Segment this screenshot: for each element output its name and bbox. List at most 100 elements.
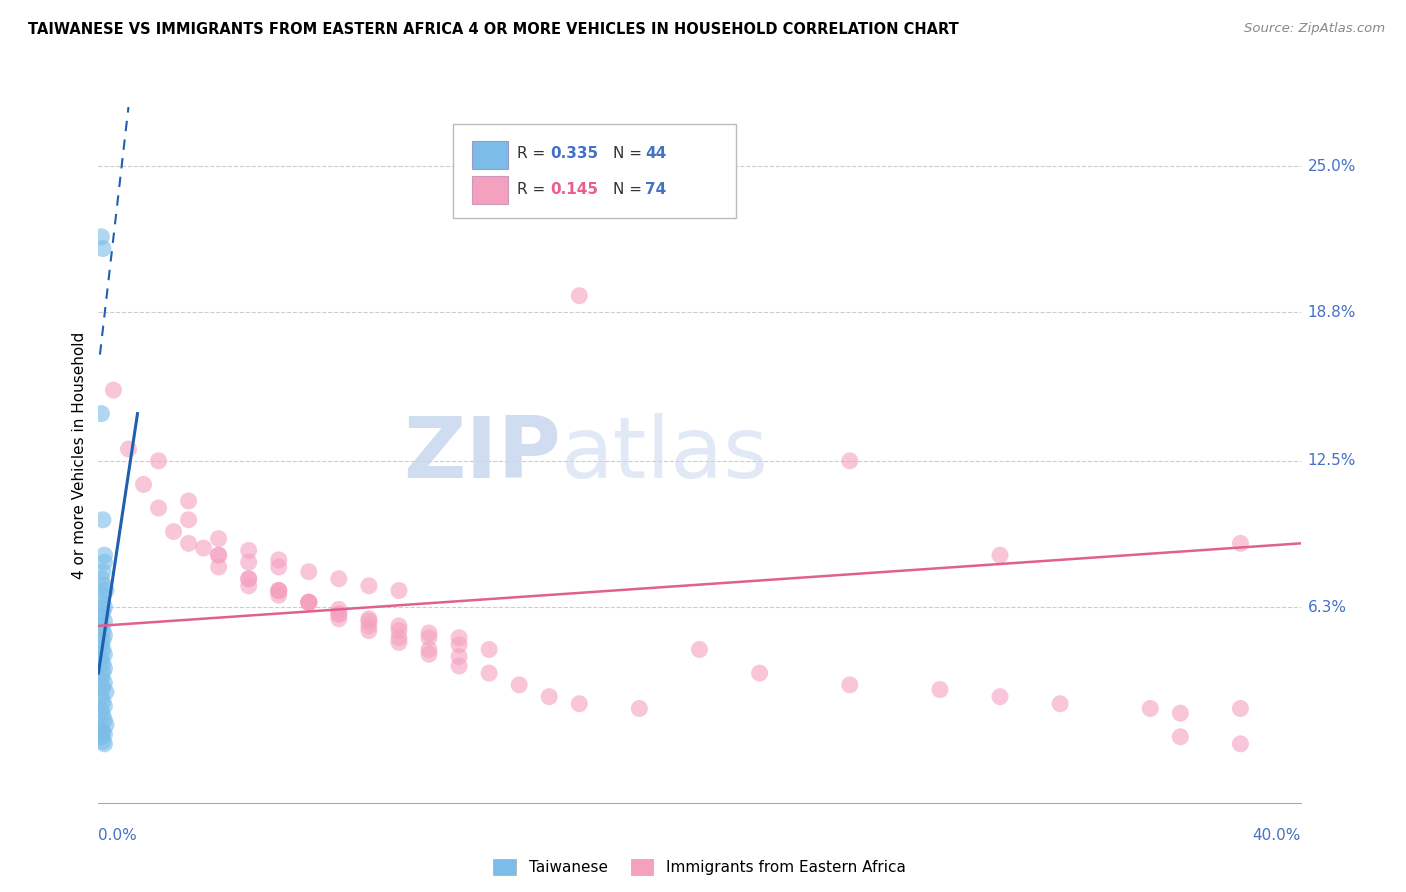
Legend: Taiwanese, Immigrants from Eastern Africa: Taiwanese, Immigrants from Eastern Afric…	[494, 859, 905, 875]
Point	[267, 588, 290, 602]
Point	[328, 572, 350, 586]
Point	[298, 565, 321, 579]
Point	[90, 619, 112, 633]
Text: 12.5%: 12.5%	[1308, 453, 1355, 468]
Point	[91, 657, 114, 671]
Point	[91, 734, 114, 748]
Point	[238, 572, 260, 586]
FancyBboxPatch shape	[453, 124, 735, 219]
Point	[447, 659, 470, 673]
Point	[748, 666, 770, 681]
Point	[93, 727, 115, 741]
Point	[298, 595, 321, 609]
Point	[93, 614, 115, 628]
Point	[267, 560, 290, 574]
Point	[929, 682, 952, 697]
Point	[238, 555, 260, 569]
Point	[267, 553, 290, 567]
Point	[93, 555, 115, 569]
Point	[388, 624, 411, 638]
Point	[357, 614, 380, 628]
Text: R =: R =	[517, 146, 546, 161]
Point	[132, 477, 155, 491]
Point	[93, 647, 115, 661]
Text: 44: 44	[645, 146, 666, 161]
Point	[357, 579, 380, 593]
Point	[103, 383, 125, 397]
Text: atlas: atlas	[561, 413, 769, 497]
Point	[357, 619, 380, 633]
Point	[208, 548, 231, 562]
Point	[91, 725, 114, 739]
Point	[478, 642, 501, 657]
Point	[478, 666, 501, 681]
Point	[418, 626, 440, 640]
Point	[93, 675, 115, 690]
Point	[988, 548, 1011, 562]
Point	[388, 583, 411, 598]
Point	[208, 560, 231, 574]
Point	[90, 609, 112, 624]
Text: 18.8%: 18.8%	[1308, 305, 1355, 319]
Point	[177, 494, 200, 508]
Point	[298, 595, 321, 609]
Point	[328, 612, 350, 626]
Point	[91, 565, 114, 579]
Text: 0.335: 0.335	[550, 146, 599, 161]
Point	[1229, 737, 1251, 751]
Point	[148, 500, 170, 515]
Point	[1139, 701, 1161, 715]
Point	[91, 633, 114, 648]
Text: ZIP: ZIP	[404, 413, 561, 497]
Point	[1229, 701, 1251, 715]
Point	[267, 583, 290, 598]
Point	[267, 583, 290, 598]
Text: 0.0%: 0.0%	[98, 828, 138, 843]
Point	[688, 642, 710, 657]
Text: 74: 74	[645, 182, 666, 196]
Text: TAIWANESE VS IMMIGRANTS FROM EASTERN AFRICA 4 OR MORE VEHICLES IN HOUSEHOLD CORR: TAIWANESE VS IMMIGRANTS FROM EASTERN AFR…	[28, 22, 959, 37]
Point	[238, 572, 260, 586]
Point	[93, 600, 115, 615]
Point	[447, 649, 470, 664]
Point	[91, 588, 114, 602]
Point	[91, 624, 114, 638]
Point	[988, 690, 1011, 704]
Point	[93, 579, 115, 593]
Point	[388, 635, 411, 649]
Point	[93, 548, 115, 562]
Point	[91, 708, 114, 723]
Point	[447, 638, 470, 652]
Point	[90, 407, 112, 421]
Point	[238, 543, 260, 558]
Point	[328, 607, 350, 621]
Point	[208, 548, 231, 562]
Point	[94, 718, 117, 732]
Text: Source: ZipAtlas.com: Source: ZipAtlas.com	[1244, 22, 1385, 36]
Point	[418, 642, 440, 657]
Point	[90, 723, 112, 737]
Point	[538, 690, 561, 704]
Point	[388, 619, 411, 633]
Point	[90, 671, 112, 685]
Point	[90, 638, 112, 652]
Point	[628, 701, 651, 715]
Point	[357, 612, 380, 626]
Point	[90, 229, 112, 244]
Text: N =: N =	[613, 182, 643, 196]
Point	[90, 690, 112, 704]
Point	[91, 605, 114, 619]
Point	[91, 680, 114, 694]
Point	[162, 524, 184, 539]
Point	[93, 737, 115, 751]
Y-axis label: 4 or more Vehicles in Household: 4 or more Vehicles in Household	[72, 331, 87, 579]
Point	[1229, 536, 1251, 550]
Point	[447, 631, 470, 645]
Text: R =: R =	[517, 182, 546, 196]
Point	[298, 595, 321, 609]
Point	[148, 454, 170, 468]
FancyBboxPatch shape	[472, 176, 509, 203]
Point	[328, 607, 350, 621]
Point	[208, 532, 231, 546]
Text: 6.3%: 6.3%	[1308, 599, 1347, 615]
